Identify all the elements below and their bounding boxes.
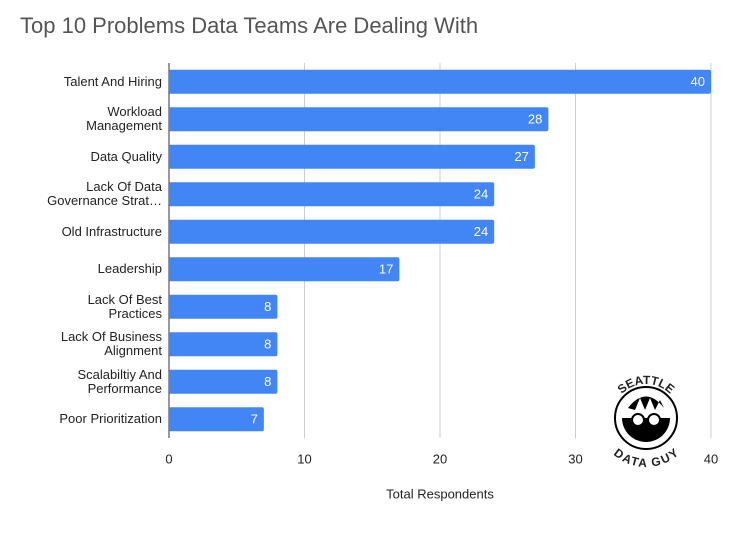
y-tick-label: Old Infrastructure	[61, 223, 162, 239]
value-label: 17	[379, 262, 393, 277]
value-label: 8	[264, 337, 271, 352]
x-tick-label: 20	[433, 451, 447, 466]
value-label: 27	[514, 149, 528, 164]
value-label: 28	[528, 112, 542, 127]
y-tick-label: Talent And Hiring	[63, 73, 162, 89]
chart-title: Top 10 Problems Data Teams Are Dealing W…	[20, 13, 478, 38]
value-label: 40	[691, 74, 705, 89]
y-tick-label: Data Quality	[90, 148, 162, 164]
y-tick-label: Lack Of Best Practices	[87, 291, 162, 321]
logo: SEATTLE DATA GUY	[611, 373, 681, 470]
logo-text: SEATTLE	[615, 373, 677, 396]
value-label: 24	[474, 224, 488, 239]
bar	[169, 407, 264, 432]
bar	[169, 294, 278, 319]
bar	[169, 369, 278, 394]
value-label: 8	[264, 374, 271, 389]
bar	[169, 332, 278, 357]
y-tick-label: Poor Prioritization	[59, 411, 162, 427]
x-tick-label: 0	[165, 451, 172, 466]
logo-top: SEATTLE	[615, 373, 677, 396]
y-tick-label: Lack Of Data Governance Strat…	[47, 179, 162, 209]
x-tick-label: 30	[568, 451, 582, 466]
y-tick-label: Scalabiltiy And Performance	[77, 366, 162, 396]
x-tick-label: 40	[704, 451, 718, 466]
bar	[169, 69, 711, 94]
value-label: 24	[474, 187, 488, 202]
bar	[169, 182, 495, 207]
logo-hair	[628, 396, 664, 410]
y-tick-label: Leadership	[97, 261, 162, 277]
bar	[169, 144, 535, 169]
y-tick-label: Lack Of Business Alignment	[60, 329, 162, 359]
x-axis-title: Total Respondents	[386, 486, 494, 501]
value-label: 7	[251, 412, 258, 427]
bar	[169, 107, 549, 132]
value-label: 8	[264, 299, 271, 314]
bar	[169, 219, 495, 244]
x-tick-label: 10	[297, 451, 311, 466]
y-tick-label: Workload Management	[86, 104, 162, 134]
bar	[169, 257, 400, 282]
logo-glasses	[647, 413, 661, 427]
logo-glasses	[631, 413, 645, 427]
